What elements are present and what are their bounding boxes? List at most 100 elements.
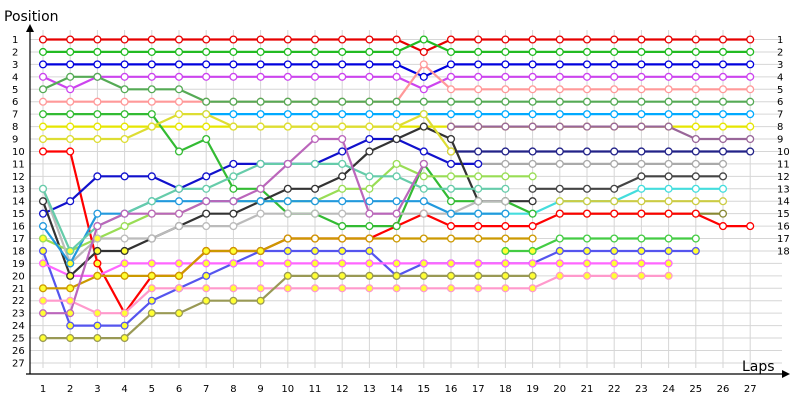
series-point xyxy=(174,35,184,44)
right-tick-label: 9 xyxy=(777,135,783,146)
series-point xyxy=(38,259,48,268)
series-point xyxy=(120,97,129,106)
series-point xyxy=(66,72,75,81)
series-point xyxy=(256,60,265,69)
series-point xyxy=(392,172,401,181)
series-point xyxy=(147,197,156,206)
x-tick-label: 19 xyxy=(526,384,539,395)
series-point xyxy=(582,72,592,81)
series-point xyxy=(174,72,184,81)
series-point xyxy=(365,147,374,156)
series-point xyxy=(202,122,211,131)
series-point xyxy=(38,296,48,305)
series-point xyxy=(718,72,728,81)
y-tick-label: 25 xyxy=(12,334,25,345)
series-point xyxy=(229,172,238,181)
series-point xyxy=(338,197,347,206)
series-point xyxy=(746,35,755,44)
x-axis-title: Laps xyxy=(742,359,775,375)
series-point xyxy=(310,35,320,44)
series-point xyxy=(528,172,537,181)
series-point xyxy=(446,122,456,131)
series-point xyxy=(283,246,292,256)
series-point xyxy=(555,35,564,44)
series-point xyxy=(419,47,428,56)
series-point xyxy=(66,47,75,56)
series-point xyxy=(637,259,646,268)
series-point xyxy=(664,159,673,168)
series-point xyxy=(66,110,75,119)
series-point xyxy=(229,246,238,256)
series-point xyxy=(66,35,75,44)
series-point xyxy=(392,122,401,131)
series-point xyxy=(93,309,102,318)
y-axis-title: Position xyxy=(4,9,59,25)
series-point xyxy=(446,172,456,181)
series-point xyxy=(446,35,456,44)
series-point xyxy=(338,47,347,56)
x-tick-label: 21 xyxy=(581,384,594,395)
series-point xyxy=(501,222,510,231)
series-point xyxy=(637,35,646,44)
series-point xyxy=(120,35,129,44)
series-point xyxy=(419,159,428,168)
series-point xyxy=(392,97,401,106)
series-point xyxy=(691,159,700,168)
series-point xyxy=(691,197,700,206)
series-point xyxy=(147,35,156,44)
y-tick-label: 11 xyxy=(12,159,25,170)
series-point xyxy=(555,47,564,56)
series-point xyxy=(718,172,728,181)
x-tick-label: 10 xyxy=(281,384,294,395)
series-point xyxy=(202,172,211,181)
series-point xyxy=(93,246,102,256)
series-point xyxy=(501,284,510,293)
y-tick-label: 9 xyxy=(12,135,18,146)
series-point xyxy=(93,209,102,218)
series-point xyxy=(746,97,755,106)
series-point xyxy=(501,172,510,181)
series-point xyxy=(147,284,156,293)
series-point xyxy=(93,222,102,231)
series-point xyxy=(419,234,428,243)
series-point xyxy=(93,72,102,81)
series-point xyxy=(93,35,102,44)
series-point xyxy=(582,209,592,218)
series-point xyxy=(474,35,483,44)
series-point xyxy=(419,197,428,206)
series-point xyxy=(283,110,292,119)
y-tick-label: 18 xyxy=(12,246,25,257)
series-point xyxy=(419,85,428,94)
series-point xyxy=(202,296,211,305)
series-point xyxy=(93,334,102,343)
series-point xyxy=(446,271,456,280)
series-point xyxy=(392,35,401,44)
series-line xyxy=(532,175,723,190)
series-point xyxy=(229,197,238,206)
series-point xyxy=(66,122,75,131)
series-point xyxy=(501,122,510,131)
series-point xyxy=(419,35,428,44)
series-point xyxy=(283,72,292,81)
series-point xyxy=(174,110,184,119)
series-point xyxy=(718,85,728,94)
series-point xyxy=(746,134,755,144)
x-tick-label: 7 xyxy=(203,384,209,395)
series-point xyxy=(38,35,48,44)
series-point xyxy=(501,72,510,81)
x-tick-label: 12 xyxy=(336,384,349,395)
series-point xyxy=(256,246,265,256)
series-point xyxy=(446,197,456,206)
series-point xyxy=(582,147,592,156)
right-tick-label: 8 xyxy=(777,122,783,133)
series-point xyxy=(229,159,238,168)
series-point xyxy=(93,60,102,69)
series-point xyxy=(446,159,456,168)
series-point xyxy=(338,259,347,268)
y-tick-label: 23 xyxy=(12,309,25,320)
y-tick-label: 14 xyxy=(12,197,25,208)
series-markers xyxy=(38,35,755,343)
series-point xyxy=(120,172,129,181)
series-point xyxy=(202,284,211,293)
y-axis-arrow xyxy=(26,24,34,32)
